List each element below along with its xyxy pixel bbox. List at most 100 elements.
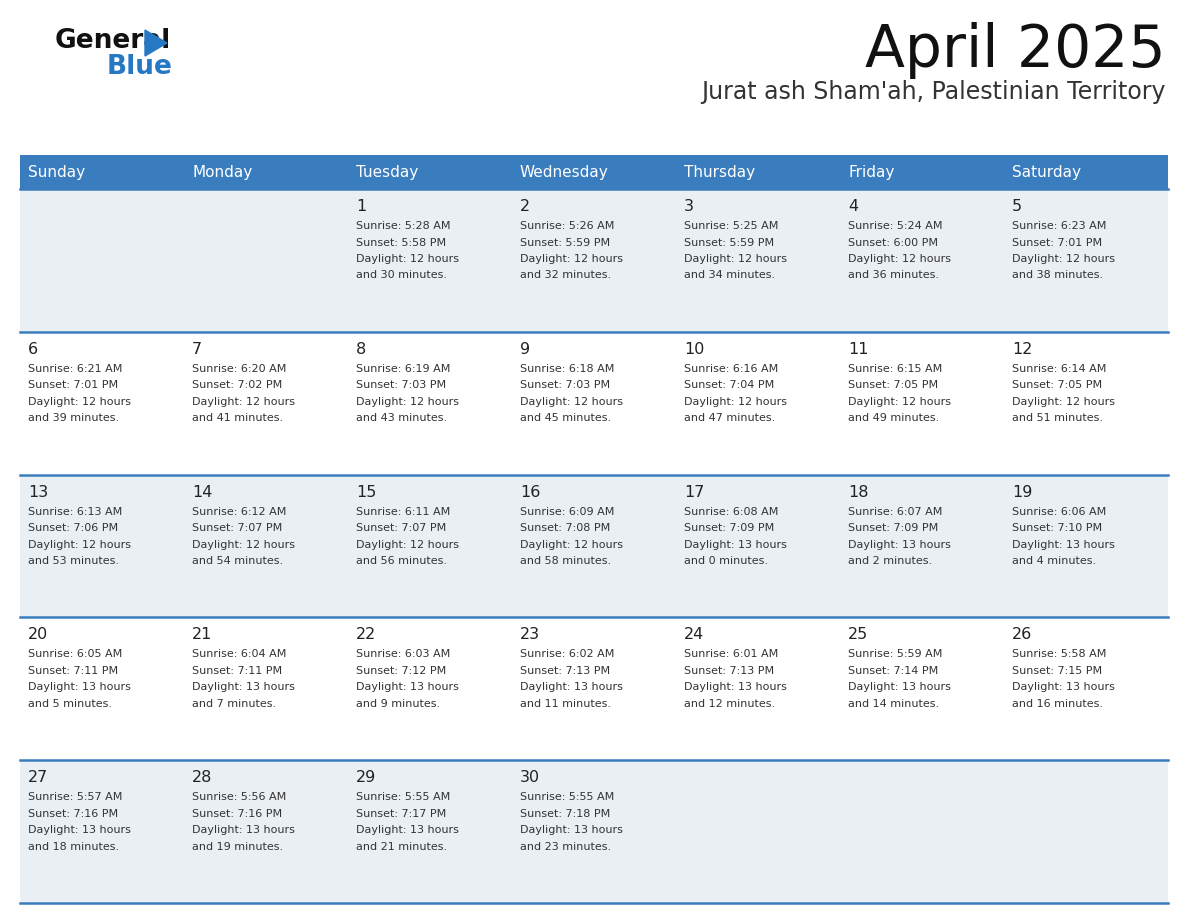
Text: Daylight: 13 hours: Daylight: 13 hours [848, 540, 950, 550]
Text: Daylight: 13 hours: Daylight: 13 hours [356, 682, 459, 692]
Text: Sunset: 7:08 PM: Sunset: 7:08 PM [520, 523, 611, 533]
Text: Sunrise: 6:19 AM: Sunrise: 6:19 AM [356, 364, 450, 374]
Text: Daylight: 13 hours: Daylight: 13 hours [192, 825, 295, 835]
Text: Sunset: 7:03 PM: Sunset: 7:03 PM [356, 380, 447, 390]
Text: Sunrise: 6:14 AM: Sunrise: 6:14 AM [1012, 364, 1106, 374]
Text: and 38 minutes.: and 38 minutes. [1012, 271, 1104, 281]
Text: Sunday: Sunday [29, 164, 86, 180]
Text: Daylight: 12 hours: Daylight: 12 hours [684, 254, 786, 264]
Text: 13: 13 [29, 485, 49, 499]
Text: Daylight: 12 hours: Daylight: 12 hours [1012, 397, 1116, 407]
Text: Sunrise: 6:05 AM: Sunrise: 6:05 AM [29, 649, 122, 659]
Text: 10: 10 [684, 341, 704, 357]
Bar [1004, 155, 1168, 189]
Text: 22: 22 [356, 627, 377, 643]
Text: Sunset: 7:18 PM: Sunset: 7:18 PM [520, 809, 611, 819]
Text: Sunset: 7:01 PM: Sunset: 7:01 PM [1012, 238, 1102, 248]
Text: Sunrise: 6:23 AM: Sunrise: 6:23 AM [1012, 221, 1106, 231]
Text: and 19 minutes.: and 19 minutes. [192, 842, 283, 852]
Text: and 18 minutes.: and 18 minutes. [29, 842, 119, 852]
Text: General: General [55, 28, 171, 54]
Text: Sunrise: 6:13 AM: Sunrise: 6:13 AM [29, 507, 122, 517]
Text: 8: 8 [356, 341, 366, 357]
Text: 5: 5 [1012, 199, 1022, 214]
Text: and 7 minutes.: and 7 minutes. [192, 699, 276, 709]
Text: Daylight: 12 hours: Daylight: 12 hours [1012, 254, 1116, 264]
Text: Sunrise: 5:57 AM: Sunrise: 5:57 AM [29, 792, 122, 802]
Text: 9: 9 [520, 341, 530, 357]
Text: Sunrise: 6:11 AM: Sunrise: 6:11 AM [356, 507, 450, 517]
Text: Sunset: 7:02 PM: Sunset: 7:02 PM [192, 380, 283, 390]
Text: and 39 minutes.: and 39 minutes. [29, 413, 119, 423]
Text: Sunset: 7:05 PM: Sunset: 7:05 PM [1012, 380, 1102, 390]
Text: Sunset: 7:07 PM: Sunset: 7:07 PM [192, 523, 283, 533]
Text: Daylight: 12 hours: Daylight: 12 hours [684, 397, 786, 407]
Text: Sunrise: 6:06 AM: Sunrise: 6:06 AM [1012, 507, 1106, 517]
Text: Daylight: 13 hours: Daylight: 13 hours [356, 825, 459, 835]
Text: Daylight: 13 hours: Daylight: 13 hours [1012, 540, 1114, 550]
Text: Daylight: 13 hours: Daylight: 13 hours [29, 825, 131, 835]
Text: and 14 minutes.: and 14 minutes. [848, 699, 940, 709]
Text: Sunrise: 5:55 AM: Sunrise: 5:55 AM [356, 792, 450, 802]
Text: Blue: Blue [107, 54, 173, 80]
Bar [512, 155, 676, 189]
Text: Tuesday: Tuesday [356, 164, 418, 180]
Text: Sunrise: 5:24 AM: Sunrise: 5:24 AM [848, 221, 942, 231]
Text: and 11 minutes.: and 11 minutes. [520, 699, 611, 709]
Text: Sunset: 7:17 PM: Sunset: 7:17 PM [356, 809, 447, 819]
Text: Daylight: 12 hours: Daylight: 12 hours [520, 397, 623, 407]
Text: 12: 12 [1012, 341, 1032, 357]
Text: Daylight: 12 hours: Daylight: 12 hours [356, 254, 459, 264]
Text: Sunset: 7:16 PM: Sunset: 7:16 PM [29, 809, 118, 819]
Text: and 49 minutes.: and 49 minutes. [848, 413, 940, 423]
Text: 28: 28 [192, 770, 213, 785]
Text: Sunset: 7:10 PM: Sunset: 7:10 PM [1012, 523, 1102, 533]
Text: and 41 minutes.: and 41 minutes. [192, 413, 283, 423]
Text: Daylight: 13 hours: Daylight: 13 hours [1012, 682, 1114, 692]
Text: Daylight: 12 hours: Daylight: 12 hours [520, 254, 623, 264]
Bar [348, 155, 512, 189]
Text: Daylight: 12 hours: Daylight: 12 hours [520, 540, 623, 550]
Text: Sunrise: 5:55 AM: Sunrise: 5:55 AM [520, 792, 614, 802]
Text: 16: 16 [520, 485, 541, 499]
Text: Sunrise: 6:12 AM: Sunrise: 6:12 AM [192, 507, 286, 517]
Bar [184, 155, 348, 189]
Text: Sunset: 5:58 PM: Sunset: 5:58 PM [356, 238, 447, 248]
Text: Sunset: 7:06 PM: Sunset: 7:06 PM [29, 523, 118, 533]
Bar [840, 155, 1004, 189]
Text: Sunrise: 6:04 AM: Sunrise: 6:04 AM [192, 649, 286, 659]
Text: Sunset: 7:09 PM: Sunset: 7:09 PM [848, 523, 939, 533]
Text: 19: 19 [1012, 485, 1032, 499]
Text: and 54 minutes.: and 54 minutes. [192, 556, 283, 566]
Text: Jurat ash Sham'ah, Palestinian Territory: Jurat ash Sham'ah, Palestinian Territory [701, 80, 1165, 104]
Text: and 58 minutes.: and 58 minutes. [520, 556, 611, 566]
Text: 30: 30 [520, 770, 541, 785]
Text: Sunrise: 5:56 AM: Sunrise: 5:56 AM [192, 792, 286, 802]
Text: Daylight: 13 hours: Daylight: 13 hours [848, 682, 950, 692]
Text: 14: 14 [192, 485, 213, 499]
Text: Sunset: 7:05 PM: Sunset: 7:05 PM [848, 380, 939, 390]
Text: Thursday: Thursday [684, 164, 756, 180]
Text: Sunset: 7:03 PM: Sunset: 7:03 PM [520, 380, 611, 390]
Text: 23: 23 [520, 627, 541, 643]
Text: Sunset: 5:59 PM: Sunset: 5:59 PM [684, 238, 775, 248]
Text: Monday: Monday [192, 164, 252, 180]
Text: Saturday: Saturday [1012, 164, 1081, 180]
Text: Sunset: 7:13 PM: Sunset: 7:13 PM [684, 666, 775, 676]
Text: Sunset: 7:13 PM: Sunset: 7:13 PM [520, 666, 611, 676]
Text: Daylight: 12 hours: Daylight: 12 hours [29, 397, 131, 407]
Text: Sunrise: 6:21 AM: Sunrise: 6:21 AM [29, 364, 122, 374]
Text: 11: 11 [848, 341, 868, 357]
Text: Sunrise: 6:09 AM: Sunrise: 6:09 AM [520, 507, 614, 517]
Text: 26: 26 [1012, 627, 1032, 643]
Text: Daylight: 13 hours: Daylight: 13 hours [192, 682, 295, 692]
Text: Sunrise: 6:02 AM: Sunrise: 6:02 AM [520, 649, 614, 659]
Text: and 12 minutes.: and 12 minutes. [684, 699, 775, 709]
Text: and 23 minutes.: and 23 minutes. [520, 842, 611, 852]
Text: 2: 2 [520, 199, 530, 214]
Text: Sunset: 6:00 PM: Sunset: 6:00 PM [848, 238, 939, 248]
Text: 15: 15 [356, 485, 377, 499]
Text: and 36 minutes.: and 36 minutes. [848, 271, 939, 281]
Text: Daylight: 13 hours: Daylight: 13 hours [29, 682, 131, 692]
Bar [20, 331, 1168, 475]
